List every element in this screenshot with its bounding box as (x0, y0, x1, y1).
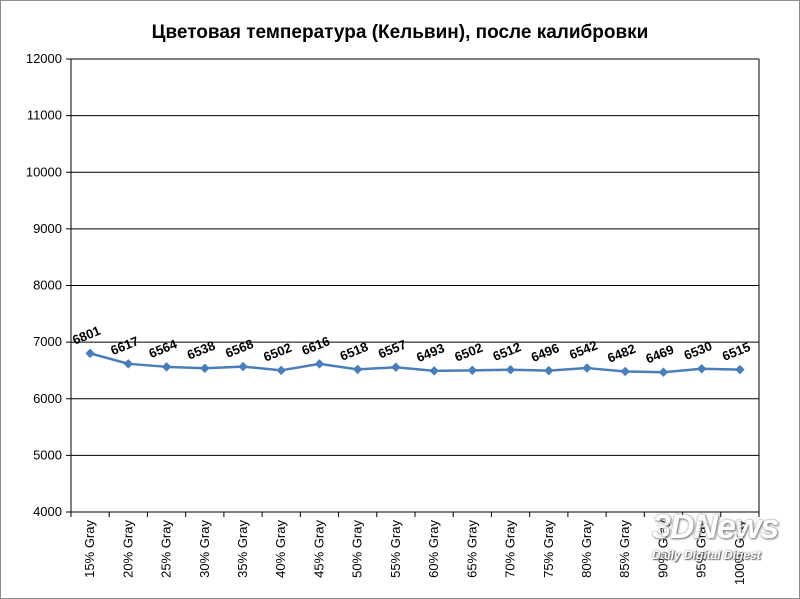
data-point (85, 348, 95, 359)
data-label: 6616 (300, 333, 332, 358)
chart-title: Цветовая температура (Кельвин), после ка… (151, 22, 649, 43)
data-point (314, 359, 325, 369)
x-tick-label: 20% Gray (120, 520, 135, 578)
data-point (735, 364, 745, 375)
data-label: 6496 (529, 340, 561, 365)
x-tick-labels: 15% Gray 20% Gray 25% Gray 30% Gray 35% Gray… (82, 520, 747, 586)
data-point (238, 361, 248, 372)
x-tick-label: 55% Gray (388, 520, 403, 578)
x-tick-label: 70% Gray (503, 520, 518, 578)
y-tick-label: 6000 (33, 391, 62, 406)
x-tick-label: 15% Gray (82, 520, 97, 578)
x-tick-label: 65% Gray (464, 520, 479, 578)
data-labels: 6801 6617 6564 6538 6568 6502 6616 6518 6557 6493… (70, 323, 752, 367)
data-point (505, 364, 516, 375)
data-label: 6568 (223, 336, 255, 361)
x-tick-label: 25% Gray (159, 520, 174, 578)
x-tick-label: 40% Gray (273, 520, 288, 578)
data-point (582, 363, 592, 373)
watermark-logo-text: 3DNews (652, 508, 779, 546)
x-tick-label: 90% Gray (655, 520, 670, 578)
watermark-subtitle: Daily Digital Digest (652, 548, 761, 562)
data-series (85, 348, 745, 378)
y-tick-label: 4000 (33, 504, 62, 519)
x-tick-label: 85% Gray (617, 520, 632, 578)
y-tick-label: 9000 (33, 221, 62, 236)
data-label: 6502 (452, 340, 484, 365)
x-tick-label: 60% Gray (426, 520, 441, 578)
data-point (276, 365, 287, 376)
y-tick-label: 8000 (33, 278, 62, 293)
y-tick-labels: 4000 5000 6000 7000 8000 9000 10000 11000 12000 (26, 51, 62, 519)
watermark-logo: 3DNews Daily Digital Digest (648, 508, 788, 588)
data-point (467, 365, 478, 376)
data-label: 6469 (644, 342, 676, 367)
x-tick-label: 75% Gray (541, 520, 556, 578)
data-point (620, 366, 631, 377)
x-tick-label: 95% Gray (694, 520, 709, 578)
data-label: 6493 (414, 340, 446, 365)
y-tick-label: 7000 (33, 334, 62, 349)
x-tick-label: 50% Gray (350, 520, 365, 578)
data-label: 6502 (261, 340, 293, 365)
gridlines (71, 58, 759, 513)
data-point (199, 363, 210, 374)
data-label: 6557 (376, 337, 408, 362)
x-tick-label: 80% Gray (579, 520, 594, 578)
y-tick-label: 10000 (26, 164, 62, 179)
data-point (123, 358, 134, 369)
data-point (543, 365, 554, 376)
data-label: 6564 (147, 336, 180, 361)
y-tick-label: 12000 (26, 51, 62, 66)
data-label: 6538 (185, 338, 217, 363)
data-point (696, 363, 707, 374)
data-label: 6482 (605, 341, 637, 366)
data-label: 6617 (108, 333, 140, 358)
data-point (352, 364, 363, 375)
x-tick-label: 100% Gray (732, 520, 747, 586)
x-tick-label: 45% Gray (311, 520, 326, 578)
data-point (658, 367, 669, 378)
y-tick-label: 11000 (27, 108, 62, 123)
x-tick-label: 30% Gray (197, 520, 212, 578)
data-label: 6515 (720, 339, 752, 364)
data-point (161, 361, 172, 372)
data-label: 6512 (491, 339, 523, 364)
data-point (391, 362, 401, 373)
x-tick-label: 35% Gray (235, 520, 250, 578)
y-tick-label: 5000 (33, 447, 62, 462)
data-label: 6801 (70, 323, 102, 348)
series-line (89, 352, 740, 374)
axes (66, 58, 760, 517)
data-label: 6542 (567, 338, 599, 363)
data-point (429, 365, 439, 376)
